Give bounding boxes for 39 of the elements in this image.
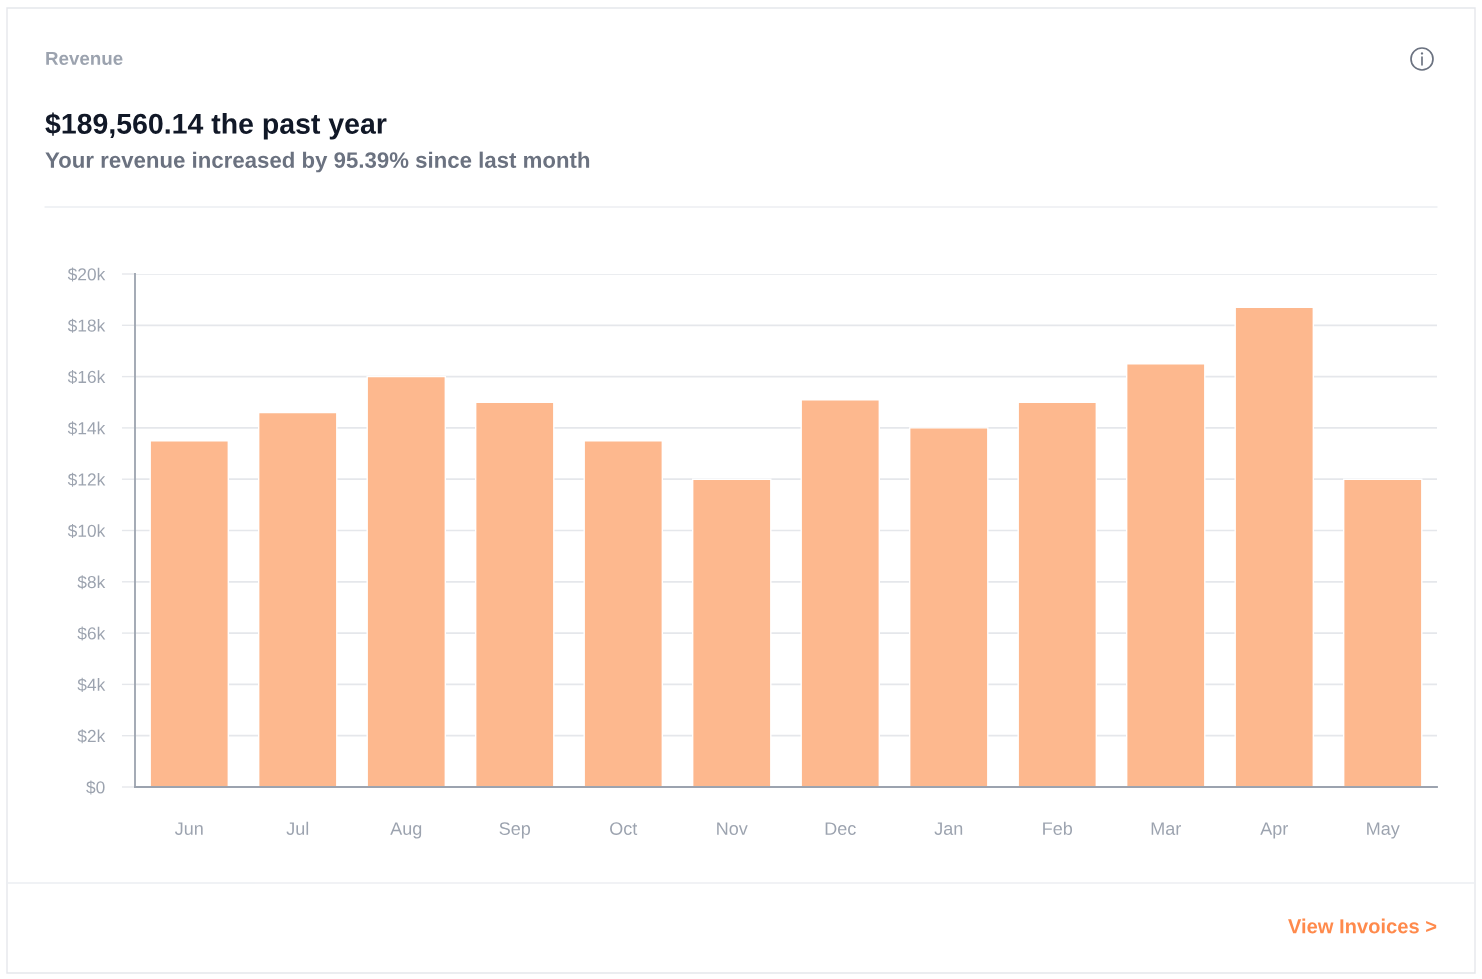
y-tick-label: $4k	[77, 677, 106, 692]
text: Your revenue increased by 95.39% since last month	[45, 151, 590, 173]
x-tick-label: May	[1367, 822, 1400, 839]
chart-subtitle: $189,560.14 the past year	[45, 112, 387, 140]
bar	[583, 440, 664, 787]
y-tick-label: $10k	[67, 523, 106, 538]
y-tick-label: $18k	[67, 318, 106, 333]
y-tick-label: $0	[86, 780, 105, 795]
x-tick-label: Sep	[499, 822, 531, 839]
x-tick-label: Jul	[286, 821, 309, 835]
chart-title: Revenue	[46, 51, 123, 66]
x-tick-label: Mar	[1151, 822, 1181, 835]
x-tick-label: Jun	[174, 822, 203, 835]
bar	[366, 375, 447, 787]
y-tick-label: $16k	[67, 370, 106, 385]
y-tick-label: $2k	[77, 729, 106, 744]
y-tick-label: $6k	[77, 626, 106, 641]
x-tick-label: Jan	[934, 822, 963, 835]
y-tick-label: $14k	[67, 421, 106, 436]
bar	[908, 427, 989, 787]
x-tick-label: Aug	[390, 822, 422, 839]
x-tick-label: Apr	[1260, 822, 1288, 839]
bar	[149, 440, 230, 787]
bar	[257, 411, 338, 787]
bar	[691, 478, 772, 787]
x-tick-label: Dec	[825, 822, 856, 835]
bar	[1125, 363, 1206, 787]
x-tick-label: Oct	[610, 822, 638, 835]
bar	[1342, 478, 1423, 787]
bar	[1234, 306, 1315, 787]
bar	[800, 398, 881, 787]
y-tick-label: $12k	[67, 472, 106, 487]
bar	[1017, 401, 1098, 787]
x-tick-label: Nov	[717, 822, 748, 835]
x-tick-label: Feb	[1043, 821, 1073, 835]
y-tick-label: $20k	[67, 267, 106, 282]
text: View Invoices >	[1288, 918, 1437, 934]
y-tick-label: $8k	[77, 575, 106, 590]
bar	[474, 401, 555, 787]
